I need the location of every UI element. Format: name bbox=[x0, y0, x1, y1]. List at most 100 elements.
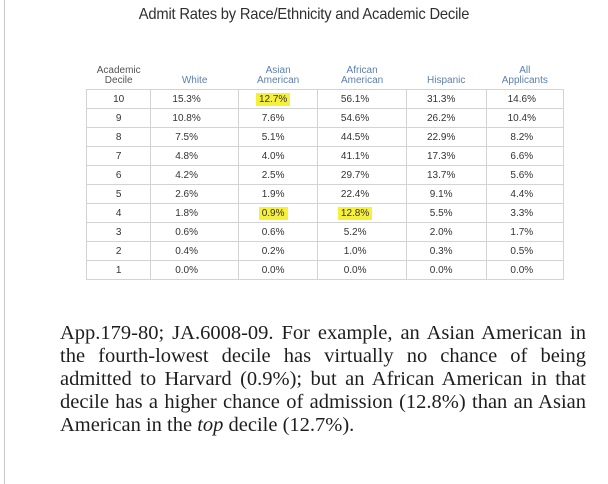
cell-african: 22.4% bbox=[317, 184, 407, 204]
cell-value: 9 bbox=[115, 112, 122, 124]
cell-asian: 0.0% bbox=[237, 260, 319, 280]
cell-white: 10.8% bbox=[150, 108, 239, 128]
cell-decile: 7 bbox=[85, 146, 152, 166]
cell-value: 1.0% bbox=[343, 245, 367, 257]
header-line: All bbox=[519, 65, 531, 76]
cell-decile: 1 bbox=[85, 260, 152, 280]
header-line: American bbox=[340, 75, 384, 86]
cell-value: 3 bbox=[115, 226, 122, 238]
cell-all: 3.3% bbox=[485, 203, 565, 223]
cell-decile: 5 bbox=[85, 184, 152, 204]
cell-value: 8 bbox=[115, 131, 122, 143]
cell-value: 54.6% bbox=[340, 112, 370, 124]
header-line: Decile bbox=[104, 75, 133, 86]
cell-value: 10 bbox=[113, 93, 125, 105]
cell-value: 4 bbox=[115, 207, 122, 219]
cell-value: 29.7% bbox=[340, 169, 370, 181]
cell-white: 4.8% bbox=[150, 146, 239, 166]
cell-african: 54.6% bbox=[317, 108, 407, 128]
table-body: 10 15.3% 12.7% 56.1% 31.3% 14.6% 9 10.8% 7.6% 54.… bbox=[85, 89, 565, 280]
cell-all: 10.4% bbox=[485, 108, 565, 128]
cell-value: 4.4% bbox=[510, 188, 534, 200]
header-asian-american: Asian American bbox=[238, 60, 318, 90]
cell-value: 5 bbox=[115, 188, 122, 200]
cell-hispanic: 5.5% bbox=[405, 203, 487, 223]
table-row: 9 10.8% 7.6% 54.6% 26.2% 10.4% bbox=[85, 108, 565, 128]
cell-decile: 8 bbox=[85, 127, 152, 147]
cell-asian: 2.5% bbox=[237, 165, 319, 185]
header-line: Asian bbox=[265, 65, 291, 76]
table-row: 2 0.4% 0.2% 1.0% 0.3% 0.5% bbox=[85, 241, 565, 261]
cell-asian: 12.7% bbox=[237, 89, 319, 109]
cell-white: 7.5% bbox=[150, 127, 239, 147]
cell-value: 13.7% bbox=[427, 169, 456, 181]
cell-value: 6 bbox=[115, 169, 122, 181]
table-row: 10 15.3% 12.7% 56.1% 31.3% 14.6% bbox=[85, 89, 565, 109]
header-african-american: African American bbox=[318, 60, 406, 90]
cell-decile: 2 bbox=[85, 241, 152, 261]
header-hispanic: Hispanic bbox=[406, 60, 486, 90]
cell-asian: 4.0% bbox=[237, 146, 319, 166]
cell-decile: 6 bbox=[85, 165, 152, 185]
cell-value: 2.5% bbox=[261, 169, 285, 181]
cell-value: 0.0% bbox=[343, 264, 367, 276]
cell-value: 5.1% bbox=[261, 131, 285, 143]
cell-decile: 3 bbox=[85, 222, 152, 242]
cell-value: 0.4% bbox=[175, 245, 198, 257]
cell-value: 7.5% bbox=[175, 131, 198, 143]
table-row: 1 0.0% 0.0% 0.0% 0.0% 0.0% bbox=[85, 260, 565, 280]
cell-asian: 0.6% bbox=[237, 222, 319, 242]
cell-value: 10.4% bbox=[507, 112, 536, 124]
cell-all: 5.6% bbox=[485, 165, 565, 185]
header-line: African bbox=[346, 65, 378, 76]
cell-all: 6.6% bbox=[485, 146, 565, 166]
cell-value: 4.2% bbox=[175, 169, 198, 181]
cell-hispanic: 13.7% bbox=[405, 165, 487, 185]
cell-value: 56.1% bbox=[340, 93, 370, 105]
header-line: Applicants bbox=[501, 75, 548, 86]
header-line: American bbox=[257, 75, 300, 86]
cell-value: 3.3% bbox=[510, 207, 534, 219]
cell-african: 1.0% bbox=[317, 241, 407, 261]
cell-hispanic: 17.3% bbox=[405, 146, 487, 166]
cell-all: 8.2% bbox=[485, 127, 565, 147]
cell-hispanic: 22.9% bbox=[405, 127, 487, 147]
table-header: Academic Decile White Asian American Afr… bbox=[87, 60, 564, 90]
cell-value: 5.2% bbox=[343, 226, 367, 238]
cell-value: 22.9% bbox=[427, 131, 456, 143]
cell-african: 56.1% bbox=[317, 89, 407, 109]
cell-value: 14.6% bbox=[507, 93, 536, 105]
cell-value: 0.2% bbox=[261, 245, 285, 257]
cell-white: 1.8% bbox=[150, 203, 239, 223]
caption-emphasis: top bbox=[197, 414, 224, 436]
table-row: 7 4.8% 4.0% 41.1% 17.3% 6.6% bbox=[85, 146, 565, 166]
table-row: 8 7.5% 5.1% 44.5% 22.9% 8.2% bbox=[85, 127, 565, 147]
cell-value: 2.6% bbox=[175, 188, 198, 200]
cell-value: 7.6% bbox=[261, 112, 285, 124]
cell-value: 41.1% bbox=[340, 150, 370, 162]
cell-value: 6.6% bbox=[510, 150, 534, 162]
cell-value: 2.0% bbox=[429, 226, 453, 238]
cell-asian: 0.9% bbox=[237, 203, 319, 223]
header-white: White bbox=[151, 60, 238, 90]
table-row: 3 0.6% 0.6% 5.2% 2.0% 1.7% bbox=[85, 222, 565, 242]
cell-decile: 10 bbox=[85, 89, 152, 109]
header-academic-decile: Academic Decile bbox=[87, 60, 151, 90]
cell-all: 1.7% bbox=[485, 222, 565, 242]
page-edge-divider bbox=[4, 0, 5, 484]
cell-hispanic: 2.0% bbox=[405, 222, 487, 242]
cell-value: 0.0% bbox=[261, 264, 285, 276]
cell-white: 0.6% bbox=[150, 222, 239, 242]
cell-asian: 5.1% bbox=[237, 127, 319, 147]
cell-value: 26.2% bbox=[427, 112, 456, 124]
header-all-applicants: All Applicants bbox=[486, 60, 563, 90]
cell-value: 15.3% bbox=[172, 93, 201, 105]
cell-value: 9.1% bbox=[429, 188, 453, 200]
cell-all: 0.0% bbox=[485, 260, 565, 280]
cell-value: 0.5% bbox=[510, 245, 534, 257]
cell-value: 2 bbox=[115, 245, 122, 257]
cell-value: 8.2% bbox=[510, 131, 534, 143]
cell-african: 41.1% bbox=[317, 146, 407, 166]
cell-value: 4.0% bbox=[261, 150, 285, 162]
cell-decile: 4 bbox=[85, 203, 152, 223]
